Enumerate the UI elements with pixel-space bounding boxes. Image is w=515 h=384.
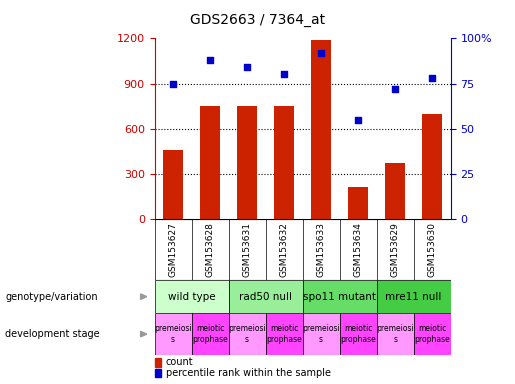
Point <box>243 64 251 70</box>
Text: development stage: development stage <box>5 329 100 339</box>
Text: GDS2663 / 7364_at: GDS2663 / 7364_at <box>190 13 325 27</box>
Text: wild type: wild type <box>168 291 215 302</box>
Bar <box>385 163 405 219</box>
Point <box>169 81 177 87</box>
Bar <box>422 114 442 219</box>
Bar <box>229 280 303 313</box>
Point <box>428 75 436 81</box>
Text: meiotic
prophase: meiotic prophase <box>340 324 376 344</box>
Bar <box>266 313 303 355</box>
Text: genotype/variation: genotype/variation <box>5 291 98 302</box>
Point <box>391 86 399 92</box>
Bar <box>274 106 294 219</box>
Point <box>354 117 362 123</box>
Text: mre11 null: mre11 null <box>385 291 442 302</box>
Bar <box>200 106 220 219</box>
Bar <box>192 313 229 355</box>
Text: meiotic
prophase: meiotic prophase <box>266 324 302 344</box>
Text: percentile rank within the sample: percentile rank within the sample <box>166 368 331 378</box>
Bar <box>376 313 414 355</box>
Text: spo11 mutant: spo11 mutant <box>303 291 376 302</box>
Text: GSM153634: GSM153634 <box>354 222 363 277</box>
Text: rad50 null: rad50 null <box>239 291 292 302</box>
Text: GSM153630: GSM153630 <box>427 222 437 277</box>
Point <box>280 71 288 78</box>
Bar <box>303 280 376 313</box>
Text: GSM153631: GSM153631 <box>243 222 251 277</box>
Text: GSM153627: GSM153627 <box>168 222 178 277</box>
Point <box>206 57 214 63</box>
Point <box>317 50 325 56</box>
Bar <box>154 313 192 355</box>
Bar <box>339 313 376 355</box>
Text: premeiosi
s: premeiosi s <box>228 324 266 344</box>
Bar <box>376 280 451 313</box>
Bar <box>237 106 257 219</box>
Text: premeiosi
s: premeiosi s <box>154 324 192 344</box>
Text: GSM153633: GSM153633 <box>317 222 325 277</box>
Bar <box>311 40 331 219</box>
Text: meiotic
prophase: meiotic prophase <box>414 324 450 344</box>
Bar <box>414 313 451 355</box>
Text: GSM153628: GSM153628 <box>205 222 215 277</box>
Bar <box>154 280 229 313</box>
Text: GSM153629: GSM153629 <box>390 222 400 277</box>
Text: premeiosi
s: premeiosi s <box>376 324 414 344</box>
Bar <box>348 187 368 219</box>
Text: premeiosi
s: premeiosi s <box>302 324 340 344</box>
Bar <box>303 313 339 355</box>
Text: count: count <box>166 357 194 367</box>
Bar <box>229 313 266 355</box>
Bar <box>163 150 183 219</box>
Text: meiotic
prophase: meiotic prophase <box>192 324 228 344</box>
Text: GSM153632: GSM153632 <box>280 222 288 277</box>
